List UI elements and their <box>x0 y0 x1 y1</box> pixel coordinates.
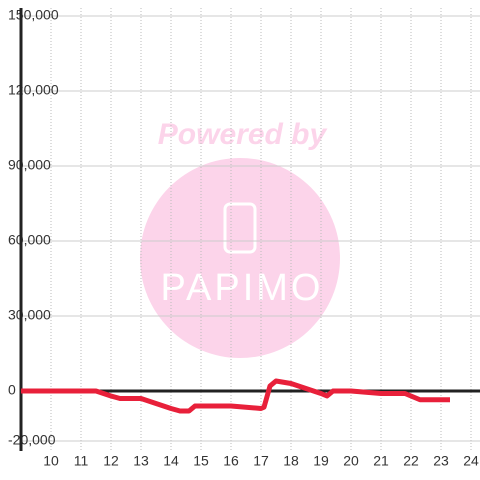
y-tick-label: 0 <box>8 382 16 398</box>
x-tick-label: 14 <box>163 453 179 469</box>
watermark-logo: PAPIMO <box>161 267 324 309</box>
x-tick-label: 19 <box>313 453 329 469</box>
y-tick-label: 150,000 <box>8 7 59 23</box>
watermark-phone <box>223 202 257 254</box>
x-tick-label: 18 <box>283 453 299 469</box>
x-tick-label: 23 <box>433 453 449 469</box>
watermark-text: Powered by <box>158 118 328 151</box>
x-tick-label: 13 <box>133 453 149 469</box>
y-tick-label: 90,000 <box>8 157 51 173</box>
y-tick-label: 120,000 <box>8 82 59 98</box>
x-tick-label: 17 <box>253 453 269 469</box>
x-tick-label: 11 <box>74 453 89 469</box>
x-tick-label: 24 <box>463 453 479 469</box>
line <box>21 378 450 414</box>
x-tick-label: 15 <box>193 453 209 469</box>
x-tick-label: 16 <box>223 453 239 469</box>
x-tick-label: 21 <box>373 453 389 469</box>
x-tick-label: 22 <box>403 453 419 469</box>
x-tick-label: 12 <box>103 453 119 469</box>
watermark-circle <box>140 158 340 358</box>
x-tick-label: 20 <box>343 453 359 469</box>
x-tick-label: 10 <box>43 453 59 469</box>
y-tick-label: -20,000 <box>8 432 56 448</box>
y-tick-label: 60,000 <box>8 232 51 248</box>
y-tick-label: 30,000 <box>8 307 51 323</box>
